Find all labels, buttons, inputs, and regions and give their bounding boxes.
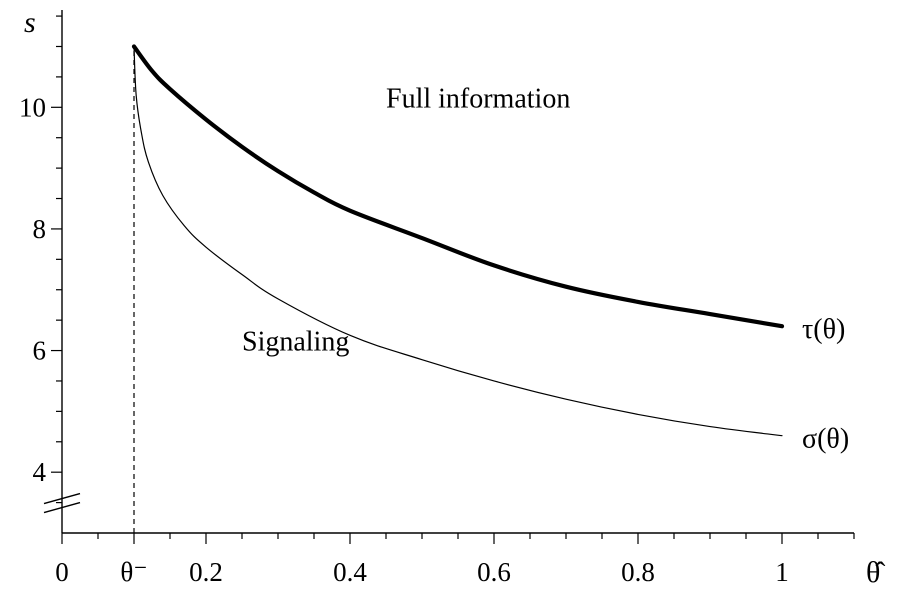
series-label-layer: τ(θ) σ(θ): [802, 314, 849, 454]
x-tick-label: 0.2: [189, 557, 223, 587]
tick-labels: 0 θ⁻ 0.2 0.4 0.6 0.8 1 4 6 8 10: [19, 92, 789, 587]
x-tick-label: 0.8: [621, 557, 655, 587]
x-tick-label: θ⁻: [120, 557, 147, 587]
series-label-tau: τ(θ): [802, 314, 845, 345]
annotation-signaling: Signaling: [242, 327, 349, 358]
y-axis-label: s: [24, 6, 36, 39]
y-axis-break-stroke: [43, 501, 81, 514]
y-tick-label: 10: [19, 92, 46, 122]
series-layer: [131, 44, 785, 437]
y-tick-label: 8: [33, 214, 47, 244]
series-line-tau: [131, 44, 785, 329]
x-axis-label: θ̂: [866, 556, 885, 589]
tick-layer: [51, 15, 855, 544]
y-tick-label: 4: [33, 457, 47, 487]
y-axis-break-mark: [43, 492, 81, 514]
annotation-full-information: Full information: [386, 83, 570, 114]
x-tick-label: 1: [775, 557, 789, 587]
x-tick-label: 0: [55, 557, 69, 587]
series-line-sigma: [133, 45, 783, 437]
series-label-sigma: σ(θ): [802, 424, 849, 455]
y-tick-label: 6: [33, 336, 47, 366]
x-tick-label: 0.4: [333, 557, 367, 587]
y-axis-break-stroke: [43, 492, 81, 505]
x-tick-label: 0.6: [477, 557, 511, 587]
annotation-layer: Full information Signaling: [242, 83, 570, 357]
